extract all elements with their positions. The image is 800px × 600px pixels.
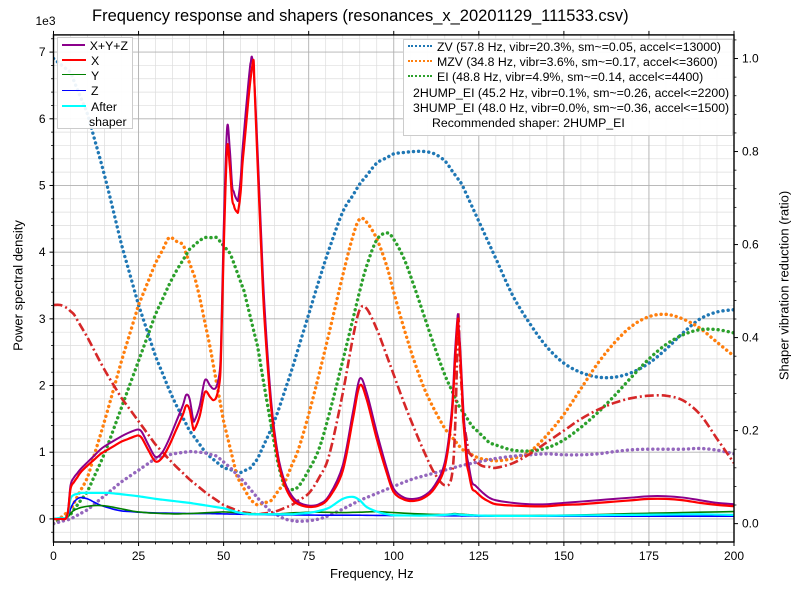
svg-text:0.6: 0.6	[742, 238, 759, 252]
svg-text:125: 125	[469, 549, 489, 563]
svg-text:150: 150	[554, 549, 574, 563]
svg-text:0.0: 0.0	[742, 517, 759, 531]
svg-text:200: 200	[724, 549, 744, 563]
svg-text:0: 0	[50, 549, 57, 563]
svg-text:75: 75	[302, 549, 316, 563]
svg-text:0.8: 0.8	[742, 145, 759, 159]
svg-text:1: 1	[39, 445, 46, 459]
svg-text:100: 100	[384, 549, 404, 563]
svg-text:2: 2	[39, 379, 46, 393]
svg-text:175: 175	[639, 549, 659, 563]
svg-text:0: 0	[39, 512, 46, 526]
svg-text:0.4: 0.4	[742, 331, 759, 345]
svg-text:50: 50	[217, 549, 231, 563]
svg-text:1e3: 1e3	[36, 14, 56, 28]
svg-text:1.0: 1.0	[742, 52, 759, 66]
svg-text:0.2: 0.2	[742, 424, 759, 438]
svg-text:6: 6	[39, 112, 46, 126]
svg-text:7: 7	[39, 45, 46, 59]
svg-text:5: 5	[39, 178, 46, 192]
svg-text:3: 3	[39, 312, 46, 326]
svg-text:4: 4	[39, 245, 46, 259]
svg-text:25: 25	[132, 549, 146, 563]
